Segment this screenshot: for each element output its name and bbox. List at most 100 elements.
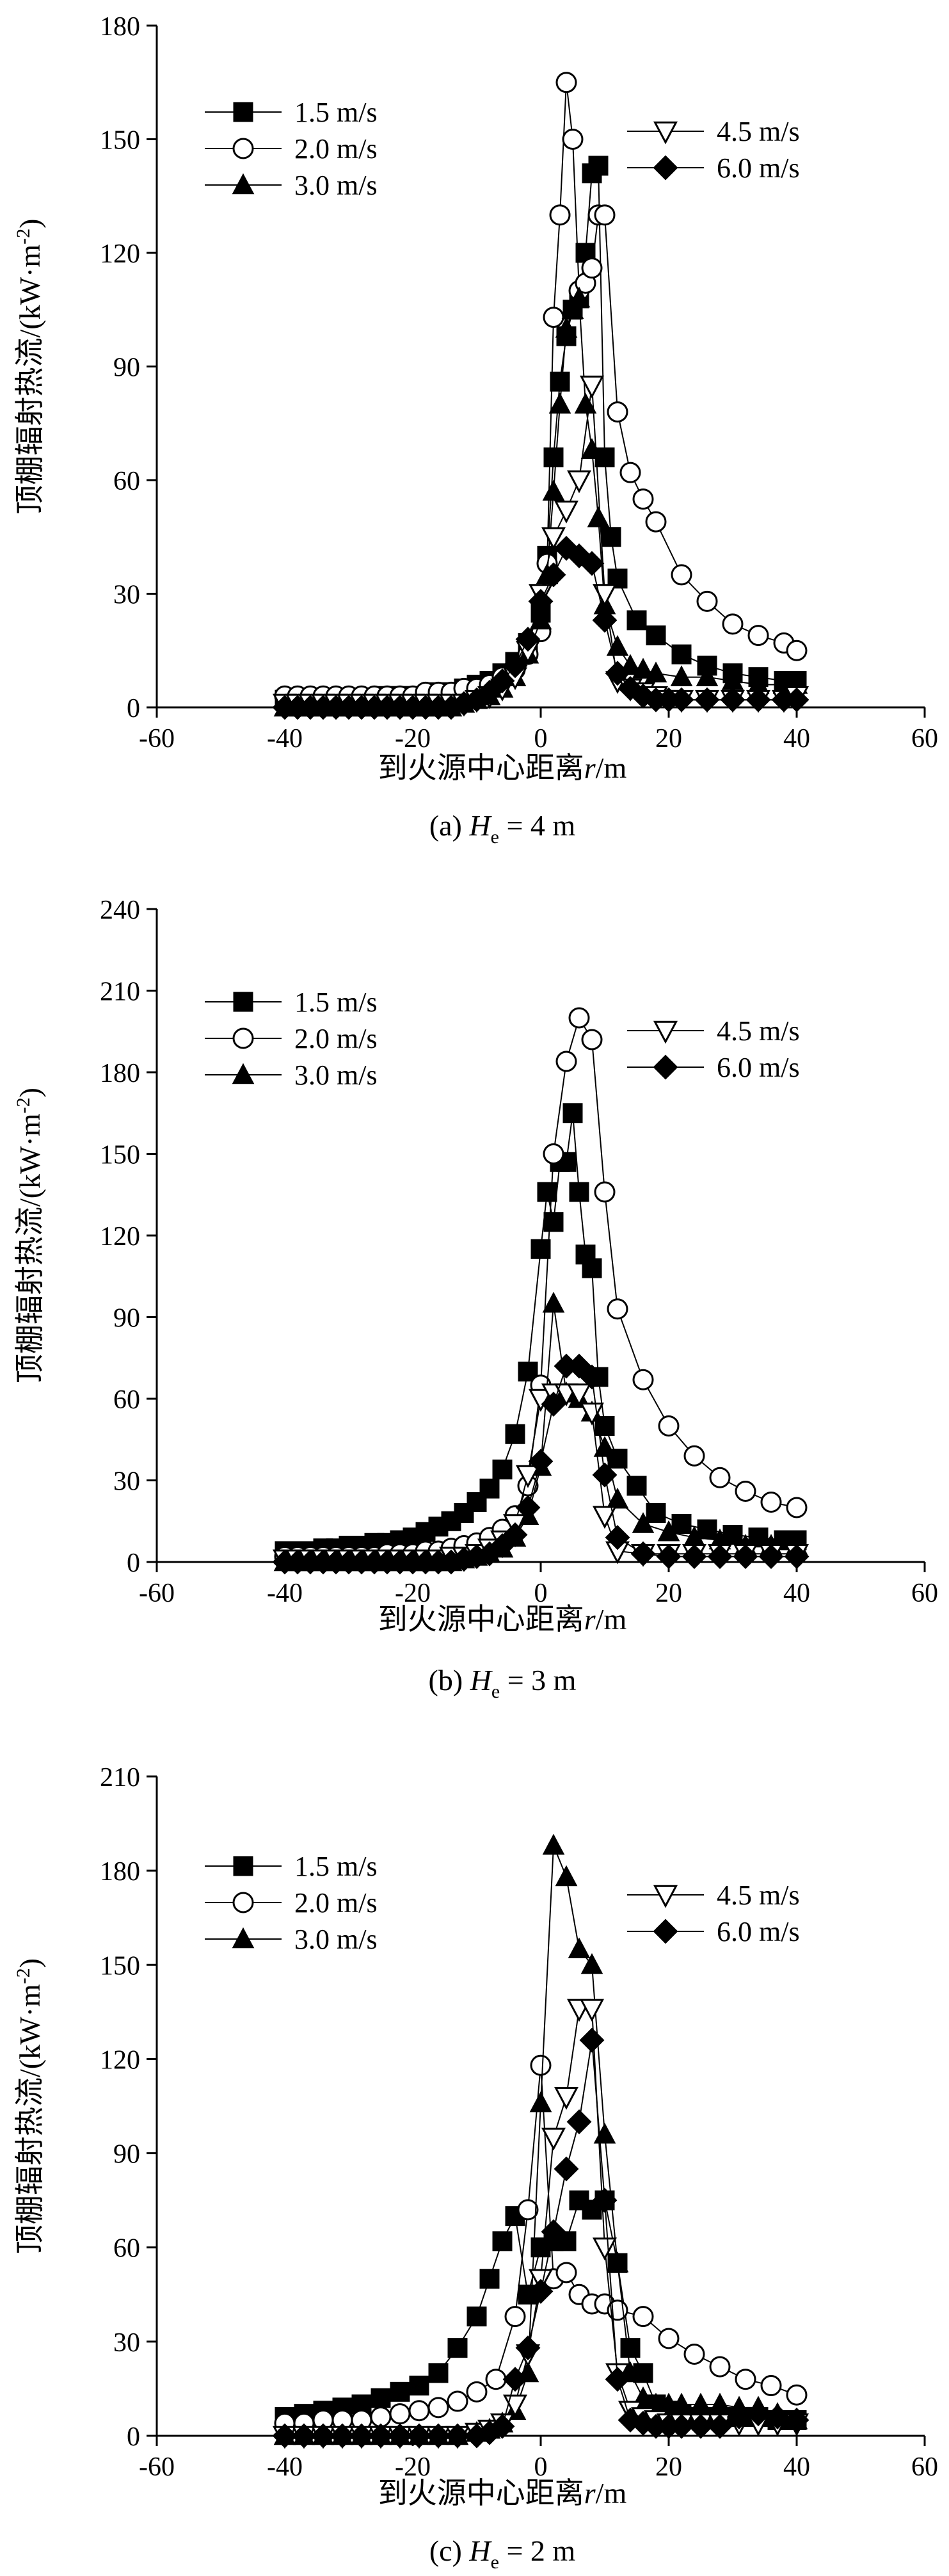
chart-panel-1: -60 -40 -20 0 20 40 60 0 30 60 90 120 150 180 到火源中心距离r… xyxy=(13,12,938,848)
data-point xyxy=(542,479,565,501)
data-point xyxy=(632,488,654,510)
x-axis-title-main: 到火源中心距离 xyxy=(378,1603,584,1636)
y-axis-title: 顶棚辐射热流/(kW·m-2) xyxy=(13,1088,46,1383)
data-point xyxy=(505,1424,525,1444)
data-point xyxy=(658,2328,680,2349)
x-tick-label: -40 xyxy=(267,2452,303,2482)
data-point xyxy=(593,1506,617,1529)
y-tick-label: 0 xyxy=(127,694,140,723)
data-point xyxy=(516,1465,540,1488)
data-point xyxy=(784,2408,809,2433)
y-tick-label: 180 xyxy=(100,1059,140,1088)
caption-sub: e xyxy=(491,1681,500,1702)
legend-label: 6.0 m/s xyxy=(717,1916,800,1947)
data-point xyxy=(786,640,808,661)
x-tick-label: 20 xyxy=(655,2452,682,2482)
data-point xyxy=(562,129,584,150)
data-point xyxy=(669,687,694,712)
data-point xyxy=(568,1007,590,1029)
data-point xyxy=(581,1029,603,1051)
x-tick-label: -60 xyxy=(139,724,175,753)
data-point xyxy=(748,1527,769,1548)
data-point xyxy=(688,2413,714,2439)
data-point xyxy=(541,562,566,588)
x-tick-label: -20 xyxy=(395,2452,431,2482)
data-point xyxy=(696,665,719,686)
data-point xyxy=(515,2335,541,2361)
data-point xyxy=(330,2423,355,2449)
data-point xyxy=(670,665,693,686)
data-point xyxy=(580,1952,603,1974)
x-tick-label: 60 xyxy=(911,2452,938,2482)
data-point xyxy=(490,2413,515,2439)
data-point xyxy=(605,1525,630,1550)
data-point xyxy=(588,156,609,176)
data-point xyxy=(543,447,564,467)
data-point xyxy=(554,2086,578,2110)
y-tick-label: 30 xyxy=(113,1467,140,1497)
x-tick-label: -40 xyxy=(267,1579,303,1608)
caption-var: H xyxy=(468,2534,492,2567)
legend-item: 1.5 m/s xyxy=(205,986,378,1018)
data-point xyxy=(554,501,578,524)
data-point xyxy=(428,2363,449,2383)
caption-suffix: = 2 m xyxy=(499,2534,575,2567)
series-1 xyxy=(275,1103,807,1561)
data-point xyxy=(760,2375,782,2397)
y-tick-label: 120 xyxy=(100,1222,140,1252)
y-tick-label: 240 xyxy=(100,896,140,925)
data-point xyxy=(733,1544,758,1569)
data-point xyxy=(644,661,667,683)
data-point xyxy=(626,610,647,631)
data-point xyxy=(529,2091,552,2113)
caption-prefix: (b) xyxy=(429,1664,470,1696)
data-point xyxy=(626,1476,647,1496)
data-point xyxy=(543,1212,564,1232)
data-point xyxy=(387,2423,413,2449)
y-tick-label: 60 xyxy=(113,1385,140,1415)
caption-var: H xyxy=(468,809,492,842)
y-tick-label: 120 xyxy=(100,2045,140,2075)
data-point xyxy=(707,1544,733,1569)
legend-marker xyxy=(232,138,254,159)
data-point xyxy=(579,1364,605,1390)
data-point xyxy=(582,1258,602,1278)
y-tick-label: 30 xyxy=(113,2328,140,2358)
data-point xyxy=(619,462,641,483)
data-point xyxy=(601,527,621,547)
data-point xyxy=(758,1544,784,1569)
legend-label: 3.0 m/s xyxy=(294,170,378,201)
data-point xyxy=(555,1865,578,1887)
data-point xyxy=(671,1514,692,1534)
data-point xyxy=(371,2388,391,2408)
legend-label: 2.0 m/s xyxy=(294,1887,378,1919)
data-point xyxy=(390,2381,410,2402)
data-point xyxy=(568,286,591,308)
data-point xyxy=(786,1497,808,1518)
y-axis-title-close: ) xyxy=(13,1958,46,1968)
series-line xyxy=(284,2199,797,2421)
data-point xyxy=(671,644,692,664)
legend-label: 6.0 m/s xyxy=(717,1052,800,1083)
data-point xyxy=(708,2392,731,2414)
caption-prefix: (c) xyxy=(429,2534,470,2567)
data-point xyxy=(592,608,618,633)
data-point xyxy=(504,2306,526,2328)
panel-caption: (a) He = 4 m xyxy=(429,809,576,848)
data-point xyxy=(580,375,604,399)
data-point xyxy=(579,551,605,576)
series-1 xyxy=(275,2190,807,2430)
data-point xyxy=(658,1415,680,1437)
data-point xyxy=(561,298,584,319)
legend: 1.5 m/s 2.0 m/s 3.0 m/s 4.5 m/s 6.0 m/s xyxy=(205,97,800,201)
data-point xyxy=(548,392,571,414)
legend-marker xyxy=(233,102,253,122)
chart-panel-3: -60 -40 -20 0 20 40 60 0 30 60 90 120 150 180 210 到火源中心… xyxy=(13,1763,938,2573)
caption-sub: e xyxy=(491,2552,499,2573)
data-point xyxy=(445,2423,470,2449)
caption-suffix: = 3 m xyxy=(500,1664,576,1696)
data-point xyxy=(447,2338,468,2358)
legend-marker xyxy=(233,992,253,1012)
x-tick-label: -20 xyxy=(395,1579,431,1608)
x-axis-title-var: r xyxy=(584,2477,596,2509)
